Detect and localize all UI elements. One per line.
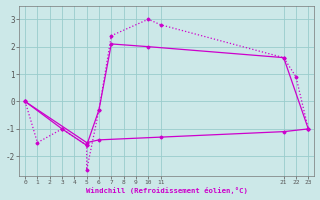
X-axis label: Windchill (Refroidissement éolien,°C): Windchill (Refroidissement éolien,°C)	[86, 187, 248, 194]
